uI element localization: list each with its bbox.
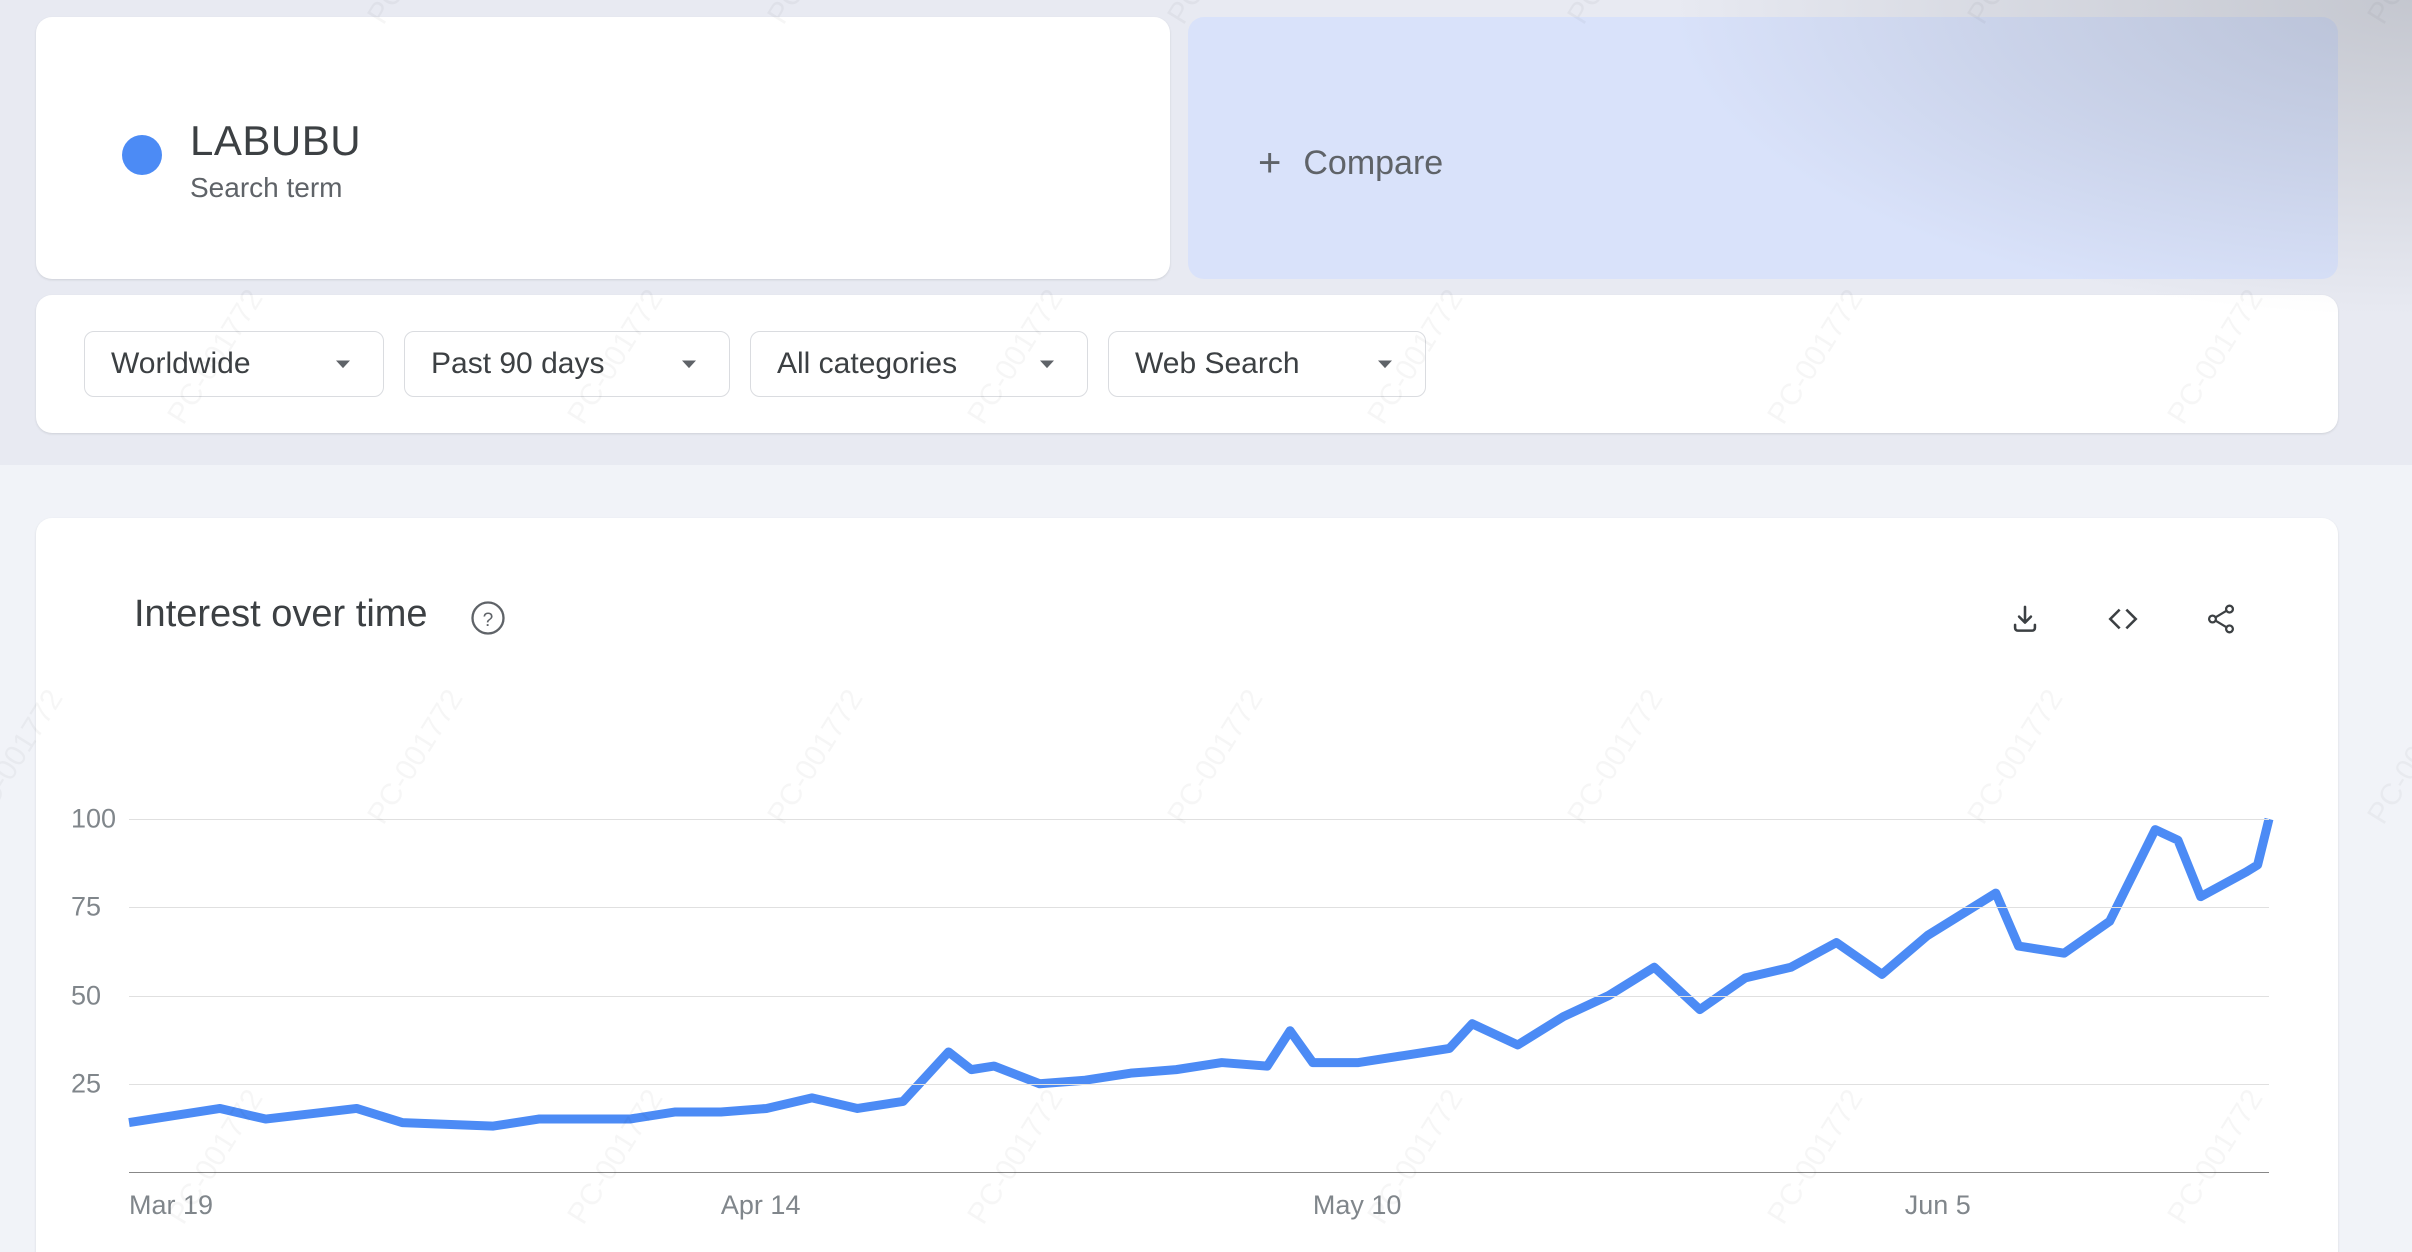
svg-text:?: ? — [483, 610, 494, 631]
